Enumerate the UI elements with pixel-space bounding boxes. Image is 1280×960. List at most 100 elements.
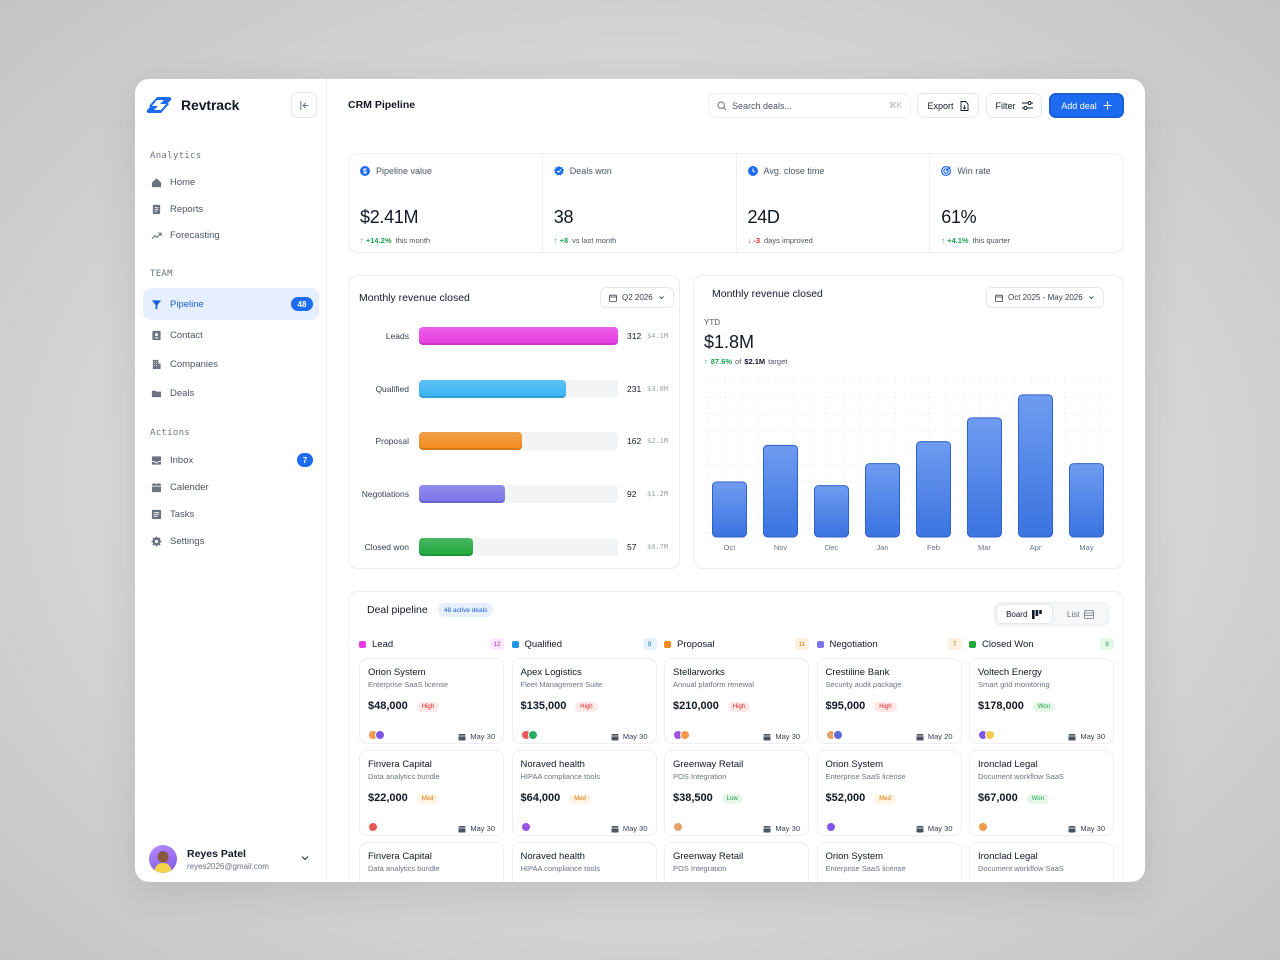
chart-bar[interactable]: [763, 444, 798, 538]
sidebar-item-contact[interactable]: Contact: [143, 321, 319, 349]
deal-card[interactable]: Finvera Capital Data analytics bundle: [359, 842, 504, 882]
chevron-down-icon[interactable]: [300, 853, 310, 863]
deal-owners: [825, 730, 843, 740]
deal-date-text: May 30: [470, 732, 495, 741]
column-count: 9: [1100, 638, 1114, 650]
sidebar-item-settings[interactable]: Settings: [143, 527, 319, 555]
sidebar-item-calendar[interactable]: Calender: [143, 473, 319, 501]
deal-company: Noraved health: [520, 759, 585, 770]
sidebar-item-reports[interactable]: Reports: [143, 195, 319, 223]
brand[interactable]: Revtrack: [145, 94, 239, 116]
app-window: Revtrack Analytics Home Reports Forecast…: [135, 79, 1145, 882]
chart-bar[interactable]: [1018, 394, 1053, 538]
avatar: [527, 730, 538, 740]
sidebar-item-forecasting[interactable]: Forecasting: [143, 221, 319, 249]
stat-delta-text: +8: [559, 236, 569, 245]
deal-card[interactable]: Greenway Retail POS Integration: [664, 842, 809, 882]
folder-icon: [151, 390, 162, 397]
sidebar-item-inbox[interactable]: Inbox 7: [143, 446, 319, 474]
deal-amount: $48,000: [368, 700, 408, 712]
deal-date-text: May 30: [1080, 824, 1105, 833]
deal-card[interactable]: Stellarworks Annual platform renewal $21…: [664, 658, 809, 744]
deal-card[interactable]: Ironclad Legal Document workflow SaaS $6…: [969, 750, 1114, 836]
deal-card[interactable]: Apex Logistics Fleet Management Suite $1…: [511, 658, 657, 744]
deal-card[interactable]: Orion System Enterprise SaaS license $52…: [816, 750, 962, 836]
column-color-dot: [359, 640, 366, 648]
collapse-sidebar-button[interactable]: [291, 92, 317, 118]
deal-card[interactable]: Orion System Enterprise SaaS license $48…: [359, 658, 504, 744]
deal-amount: $67,000: [978, 792, 1018, 804]
sidebar-item-deals[interactable]: Deals: [143, 379, 319, 407]
revenue-period-select[interactable]: Oct 2025 - May 2026: [986, 287, 1104, 308]
funnel-period-select[interactable]: Q2 2026: [600, 287, 674, 308]
user-profile[interactable]: Reyes Patel reyes2026@gmail.com: [149, 845, 269, 873]
deal-card[interactable]: Voltech Energy Smart grid monitoring $17…: [969, 658, 1114, 744]
chart-bar[interactable]: [967, 417, 1002, 538]
stat-card: Win rate 61% ↑ +4.1% this quarter: [930, 154, 1123, 252]
search-input[interactable]: [732, 100, 872, 111]
deal-card[interactable]: Ironclad Legal Document workflow SaaS: [969, 842, 1114, 882]
search-box[interactable]: ⌘K: [708, 93, 911, 118]
search-shortcut: ⌘K: [888, 101, 902, 110]
deal-company: Orion System: [368, 667, 426, 678]
deal-owners: [825, 822, 836, 832]
funnel-title: Monthly revenue closed: [359, 292, 470, 304]
funnel-row: Qualified 231 $3.0M: [349, 379, 679, 398]
chart-bar[interactable]: [865, 463, 900, 538]
calendar-icon: [1068, 733, 1076, 740]
stat-value: $2.41M: [360, 207, 419, 227]
board-view-button[interactable]: Board: [996, 604, 1053, 624]
sidebar-item-companies[interactable]: Companies: [143, 350, 319, 378]
stat-value: 61%: [941, 207, 977, 227]
deal-date-text: May 30: [470, 824, 495, 833]
column-count: 9: [642, 638, 657, 650]
list-view-button[interactable]: List: [1054, 603, 1109, 625]
column-title: Qualified: [524, 638, 563, 650]
sidebar-item-home[interactable]: Home: [143, 168, 319, 196]
deal-amount: $52,000: [825, 792, 866, 804]
deal-description: Document workflow SaaS: [978, 864, 1064, 873]
funnel-stage-label: Leads: [385, 331, 409, 341]
deal-owners: [978, 822, 988, 832]
filter-button[interactable]: Filter: [986, 93, 1042, 118]
deal-company: Orion System: [825, 851, 884, 862]
deal-date-text: May 20: [927, 732, 953, 741]
x-tick-label: Nov: [774, 543, 788, 552]
revenue-period: Oct 2025 - May 2026: [1008, 293, 1083, 302]
sidebar-item-tasks[interactable]: Tasks: [143, 500, 319, 528]
sidebar-item-pipeline[interactable]: Pipeline 48: [143, 288, 319, 320]
calendar-icon: [763, 733, 771, 740]
deal-date-text: May 30: [622, 824, 648, 833]
stat-label: Win rate: [941, 166, 991, 176]
export-label: Export: [927, 100, 954, 111]
avatar: [825, 822, 836, 832]
chart-bar[interactable]: [712, 481, 747, 538]
deal-card[interactable]: Orion System Enterprise SaaS license: [816, 842, 962, 882]
deal-card[interactable]: Finvera Capital Data analytics bundle $2…: [359, 750, 504, 836]
pipeline-column: Lead 12 Orion System Enterprise SaaS lic…: [359, 636, 504, 882]
stat-delta-value: ↑ +14.2%: [360, 236, 392, 245]
chart-bar[interactable]: [1069, 463, 1104, 538]
deal-card[interactable]: Noraved health HIPAA compliance tools: [511, 842, 657, 882]
priority-badge: Low: [721, 794, 743, 804]
calendar-icon: [458, 733, 466, 740]
deal-card[interactable]: Greenway Retail POS Integration $38,500 …: [664, 750, 809, 836]
ytd-target: ↑ 87.6% of $2.1M target: [704, 357, 787, 366]
ytd-target-value: $2.1M: [744, 357, 766, 366]
deal-amount: $135,000: [520, 700, 567, 712]
x-tick-label: Apr: [1030, 543, 1042, 552]
priority-badge: High: [874, 702, 897, 712]
add-deal-button[interactable]: Add deal: [1049, 93, 1124, 118]
chart-bar[interactable]: [916, 441, 951, 538]
export-button[interactable]: Export: [917, 93, 979, 118]
funnel-track: [419, 432, 618, 451]
pipeline-count-badge: 48: [291, 297, 313, 311]
chart-bar[interactable]: [814, 485, 849, 538]
deal-card[interactable]: Noraved health HIPAA compliance tools $6…: [511, 750, 657, 836]
deal-card[interactable]: Crestiline Bank Security audit package $…: [816, 658, 962, 744]
check-badge-icon: [553, 166, 564, 176]
x-tick-label: May: [1079, 543, 1093, 552]
x-tick-label: Mar: [978, 543, 991, 552]
deal-description: Enterprise SaaS license: [368, 680, 449, 689]
target-icon: [941, 166, 952, 176]
